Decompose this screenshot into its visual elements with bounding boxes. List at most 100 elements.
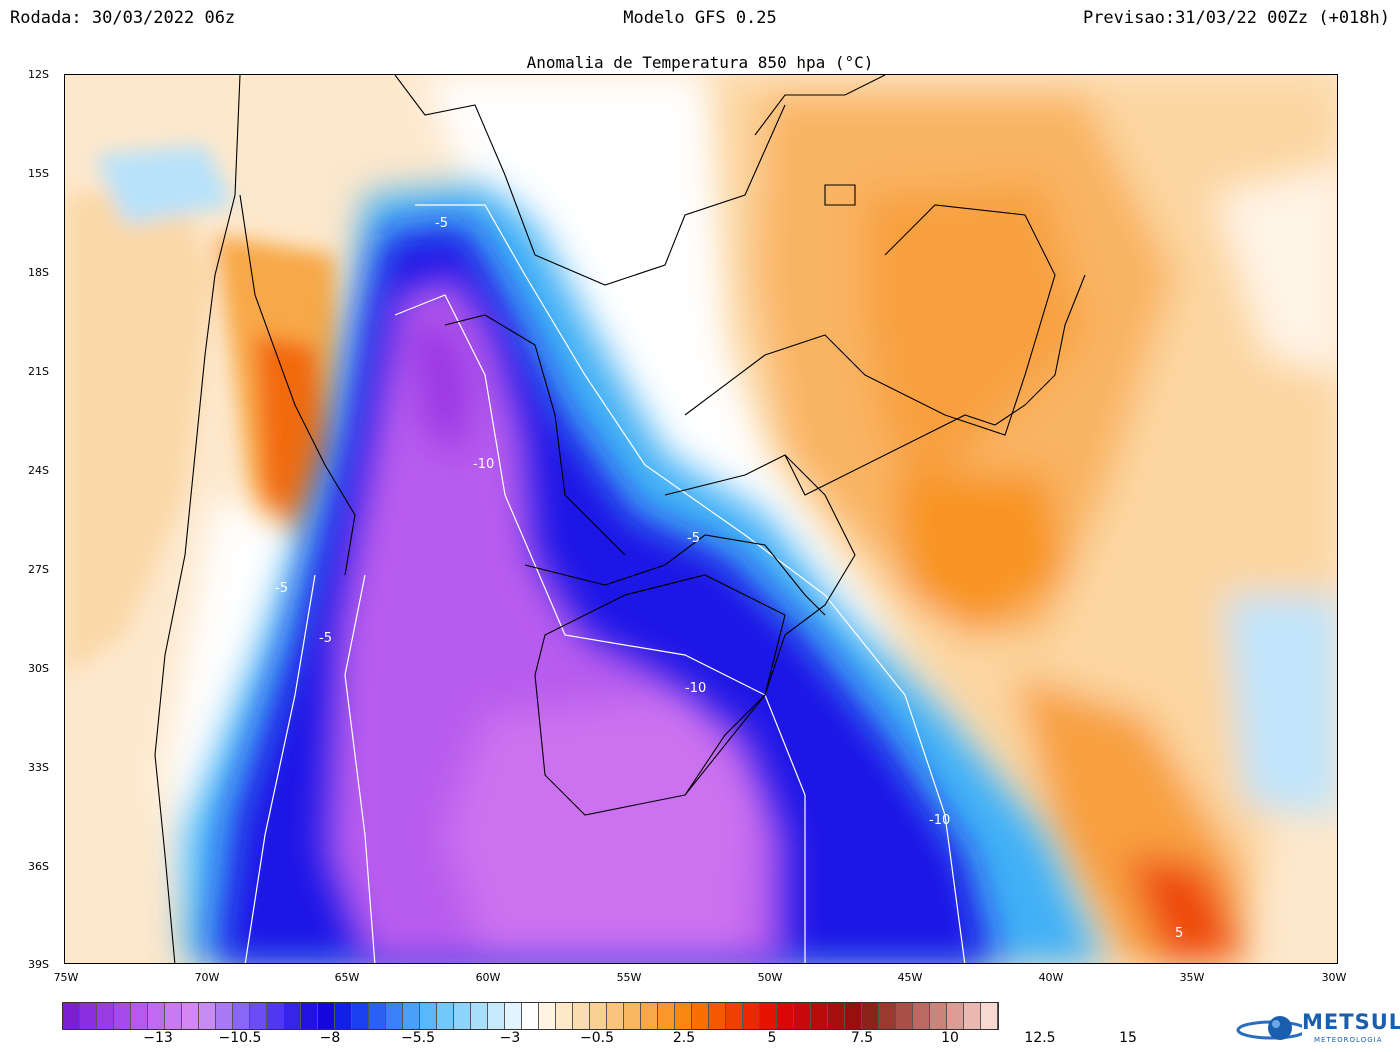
cold-core [325,275,785,963]
lat-label: 36S [28,860,49,873]
lon-label: 40W [1038,971,1064,984]
colorbar-swatch [862,1003,879,1029]
contour-label: -10 [929,813,950,828]
colorbar-swatch [760,1003,777,1029]
lon-label: 45W [897,971,923,984]
colorbar-swatch [709,1003,726,1029]
colorbar-swatch [981,1003,998,1029]
colorbar-swatch [930,1003,947,1029]
colorbar-label: −10.5 [218,1030,262,1046]
colorbar-swatch [97,1003,114,1029]
colorbar-swatch [233,1003,250,1029]
colorbar-swatch [556,1003,573,1029]
colorbar-swatch [454,1003,471,1029]
colorbar-swatch [386,1003,403,1029]
colorbar-swatch [947,1003,964,1029]
contour-label: 5 [1175,926,1183,941]
lon-label: 65W [334,971,360,984]
colorbar-swatch [811,1003,828,1029]
colorbar-swatch [641,1003,658,1029]
model-label: Modelo GFS 0.25 [623,8,777,28]
colorbar-swatch [284,1003,301,1029]
colorbar-label: −8 [319,1030,341,1046]
globe-icon [1236,1016,1308,1040]
colorbar-swatch [896,1003,913,1029]
colorbar-label: 10 [941,1030,959,1046]
warm-anomaly-west [65,145,345,675]
colorbar-swatch [794,1003,811,1029]
colorbar-swatch [114,1003,131,1029]
lon-label: 50W [757,971,783,984]
colorbar-swatch [624,1003,641,1029]
colorbar-swatch [522,1003,539,1029]
map-frame: -5 -10 -5 -5 -5 -10 -10 5 [64,74,1338,964]
colorbar-label: 7.5 [850,1030,874,1046]
colorbar-swatch [692,1003,709,1029]
colorbar-swatch [607,1003,624,1029]
colorbar-swatch [913,1003,930,1029]
colorbar-swatch [148,1003,165,1029]
lon-label: 55W [616,971,642,984]
colorbar-swatch [301,1003,318,1029]
colorbar-swatch [437,1003,454,1029]
colorbar-swatch [63,1003,80,1029]
borders [154,75,1086,963]
colorbar-swatch [335,1003,352,1029]
lat-label: 18S [28,266,49,279]
colorbar-swatch [131,1003,148,1029]
colorbar [62,1002,999,1030]
lat-label: 24S [28,464,49,477]
contour-label: -5 [435,216,448,231]
lon-label: 60W [475,971,501,984]
lat-label: 21S [28,365,49,378]
warm-anomaly-east [705,75,1337,963]
colorbar-swatch [505,1003,522,1029]
colorbar-swatch [658,1003,675,1029]
colorbar-swatch [216,1003,233,1029]
colorbar-swatch [267,1003,284,1029]
colorbar-swatch [250,1003,267,1029]
lon-label: 70W [194,971,220,984]
colorbar-label: −5.5 [401,1030,435,1046]
lat-label: 30S [28,662,49,675]
contour-label: -10 [473,457,494,472]
colorbar-swatch [80,1003,97,1029]
colorbar-swatch [743,1003,760,1029]
colorbar-swatch [675,1003,692,1029]
logo-name: METSUL [1302,1010,1400,1034]
contour-label: -5 [275,581,288,596]
lon-label: 35W [1179,971,1205,984]
colorbar-swatch [845,1003,862,1029]
colorbar-label: −13 [143,1030,173,1046]
colorbar-swatch [964,1003,981,1029]
colorbar-swatch [828,1003,845,1029]
colorbar-label: 15 [1119,1030,1137,1046]
anomaly-map: -5 -10 -5 -5 -5 -10 -10 5 [65,75,1337,963]
colorbar-swatch [420,1003,437,1029]
lat-label: 15S [28,167,49,180]
lat-label: 12S [28,68,49,81]
colorbar-swatch [471,1003,488,1029]
colorbar-swatch [488,1003,505,1029]
colorbar-swatch [879,1003,896,1029]
lat-label: 33S [28,761,49,774]
lon-label: 30W [1321,971,1347,984]
colorbar-label: 5 [767,1030,777,1046]
colorbar-swatch [539,1003,556,1029]
colorbar-swatch [318,1003,335,1029]
lat-label: 27S [28,563,49,576]
colorbar-swatch [573,1003,590,1029]
run-time-label: Rodada: 30/03/2022 06z [10,8,236,28]
colorbar-label: 12.5 [1024,1030,1056,1046]
contour-label: -10 [685,681,706,696]
colorbar-swatch [777,1003,794,1029]
colorbar-swatch [165,1003,182,1029]
lon-label: 75W [53,971,79,984]
colorbar-swatch [590,1003,607,1029]
forecast-time-label: Previsao:31/03/22 00Zz (+018h) [1082,8,1390,28]
logo-subtitle: METEOROLOGIA [1314,1036,1383,1044]
colorbar-label: −3 [499,1030,521,1046]
contour-label: -5 [319,631,332,646]
colorbar-swatch [352,1003,369,1029]
colorbar-swatch [403,1003,420,1029]
